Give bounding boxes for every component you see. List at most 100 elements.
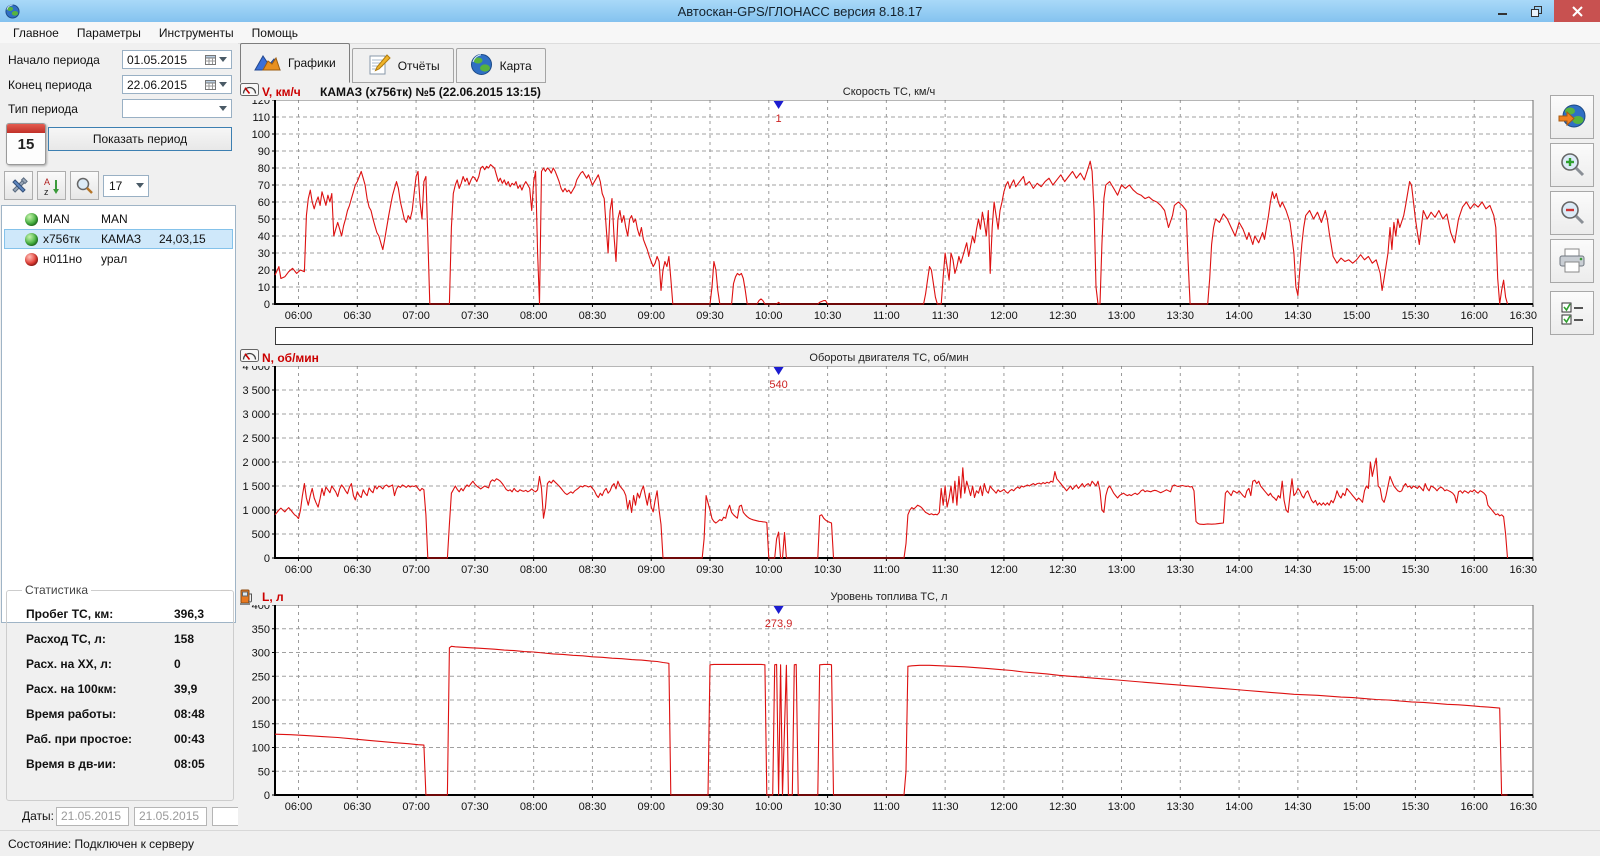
chevron-down-icon[interactable] <box>219 57 227 62</box>
svg-text:07:00: 07:00 <box>402 564 430 576</box>
svg-text:07:30: 07:30 <box>461 801 489 813</box>
svg-text:16:30: 16:30 <box>1509 801 1537 813</box>
svg-text:07:30: 07:30 <box>461 310 489 322</box>
chevron-down-icon[interactable] <box>136 183 144 188</box>
svg-text:110: 110 <box>252 112 270 124</box>
period-end-input[interactable]: 22.06.2015 <box>122 75 232 94</box>
svg-text:2 000: 2 000 <box>242 457 270 469</box>
svg-text:06:00: 06:00 <box>285 801 313 813</box>
date-extra-field[interactable] <box>212 807 238 826</box>
calendar-icon[interactable] <box>203 54 217 65</box>
period-start-label: Начало периода <box>8 53 100 67</box>
show-period-button[interactable]: Показать период <box>48 127 232 151</box>
go-to-map-button[interactable] <box>1550 95 1594 139</box>
marker-value-label: 273,9 <box>765 618 793 630</box>
tab-1[interactable]: Отчёты <box>352 48 454 83</box>
svg-text:13:00: 13:00 <box>1108 564 1136 576</box>
stat-row: Расход ТС, л:158 <box>16 626 224 651</box>
statistics-panel: Статистика Пробег ТС, км:396,3Расход ТС,… <box>6 583 234 801</box>
sort-az-button[interactable]: Az <box>37 171 66 200</box>
stat-row: Расх. на 100км:39,9 <box>16 676 224 701</box>
gauge-icon <box>240 83 259 99</box>
svg-text:08:30: 08:30 <box>579 310 607 322</box>
legend-icon <box>1558 299 1586 327</box>
svg-text:70: 70 <box>258 180 270 192</box>
statistics-rows: Пробег ТС, км:396,3Расход ТС, л:158Расх.… <box>16 601 224 776</box>
svg-text:15:30: 15:30 <box>1402 564 1430 576</box>
close-button[interactable] <box>1554 0 1600 22</box>
svg-text:11:00: 11:00 <box>873 310 900 322</box>
stat-label: Раб. при простое: <box>26 732 174 746</box>
zoom-out-icon <box>1558 199 1586 227</box>
svg-text:13:00: 13:00 <box>1108 310 1136 322</box>
svg-text:0: 0 <box>264 299 270 311</box>
svg-text:16:30: 16:30 <box>1509 564 1537 576</box>
zoom-in-button[interactable] <box>1550 143 1594 187</box>
count-select[interactable]: 17 <box>103 175 149 197</box>
svg-text:12:30: 12:30 <box>1049 310 1077 322</box>
search-icon <box>75 176 95 196</box>
svg-text:07:30: 07:30 <box>461 564 489 576</box>
stat-value: 08:48 <box>174 707 205 721</box>
svg-text:09:00: 09:00 <box>637 564 665 576</box>
date-from-field[interactable]: 21.05.2015 <box>56 807 129 826</box>
svg-text:13:30: 13:30 <box>1167 564 1195 576</box>
period-start-input[interactable]: 01.05.2015 <box>122 50 232 69</box>
stat-value: 0 <box>174 657 181 671</box>
calendar-big-icon[interactable]: 15 <box>6 123 46 165</box>
map-tab-icon <box>470 53 493 79</box>
engine-rpm-plot[interactable]: 05001 0001 5002 0002 5003 0003 5004 0000… <box>240 366 1538 576</box>
menu-item-1[interactable]: Параметры <box>68 24 150 42</box>
menu-item-3[interactable]: Помощь <box>243 24 307 42</box>
svg-text:14:00: 14:00 <box>1225 801 1253 813</box>
chart-legend-button[interactable] <box>1550 291 1594 335</box>
svg-text:13:30: 13:30 <box>1167 801 1195 813</box>
settings-tools-button[interactable] <box>4 171 33 200</box>
svg-text:06:30: 06:30 <box>344 310 372 322</box>
tab-0[interactable]: Графики <box>240 43 350 83</box>
title-bar: Автоскан-GPS/ГЛОНАСС версия 8.18.17 <box>0 0 1600 22</box>
period-type-select[interactable] <box>122 99 232 118</box>
vehicle-list: MANMANх756ткКАМАЗ24,03,15н011ноурал <box>1 205 236 623</box>
tab-label: Карта <box>500 59 532 73</box>
stat-value: 396,3 <box>174 607 204 621</box>
window-title: Автоскан-GPS/ГЛОНАСС версия 8.18.17 <box>0 4 1600 19</box>
restore-button[interactable] <box>1520 0 1554 22</box>
tab-2[interactable]: Карта <box>456 48 546 83</box>
search-button[interactable] <box>70 171 99 200</box>
fuel-level-plot[interactable]: 05010015020025030035040006:0006:3007:000… <box>240 605 1538 813</box>
svg-text:14:30: 14:30 <box>1284 564 1312 576</box>
calendar-icon[interactable] <box>203 79 217 90</box>
charts-area: V, км/чКАМАЗ (х756тк) №5 (22.06.2015 13:… <box>240 86 1538 816</box>
date-to-field[interactable]: 21.05.2015 <box>134 807 207 826</box>
print-button[interactable] <box>1550 239 1594 283</box>
stat-row: Время работы:08:48 <box>16 701 224 726</box>
period-end-value: 22.06.2015 <box>123 78 203 92</box>
zoom-out-button[interactable] <box>1550 191 1594 235</box>
minimize-button[interactable] <box>1486 0 1520 22</box>
svg-text:10:00: 10:00 <box>755 801 783 813</box>
svg-text:09:30: 09:30 <box>696 310 724 322</box>
menu-item-2[interactable]: Инструменты <box>150 24 243 42</box>
svg-text:1 500: 1 500 <box>242 481 270 493</box>
menu-item-0[interactable]: Главное <box>4 24 68 42</box>
time-range-strip[interactable] <box>275 327 1533 345</box>
stat-row: Время в дв-ии:08:05 <box>16 751 224 776</box>
chevron-down-icon[interactable] <box>219 82 227 87</box>
vehicle-row[interactable]: х756ткКАМАЗ24,03,15 <box>4 229 233 249</box>
vehicle-row[interactable]: н011ноурал <box>4 249 233 269</box>
svg-text:A: A <box>44 177 50 187</box>
map-go-icon <box>1557 102 1587 132</box>
tab-bar: ГрафикиОтчёты Карта <box>240 45 548 83</box>
fuel-level-chart-title: Уровень топлива ТС, л <box>240 591 1538 603</box>
svg-text:14:30: 14:30 <box>1284 310 1312 322</box>
vehicle-row[interactable]: MANMAN <box>4 209 233 229</box>
chevron-down-icon[interactable] <box>219 106 227 111</box>
speed-plot[interactable]: 010203040506070809010011012006:0006:3007… <box>240 100 1538 322</box>
vehicle-name: н011но <box>43 252 101 266</box>
svg-text:11:00: 11:00 <box>873 564 900 576</box>
menu-bar: ГлавноеПараметрыИнструментыПомощь <box>0 22 1600 44</box>
svg-text:0: 0 <box>264 553 270 565</box>
fuel-level-unit-label: L, л <box>262 590 284 604</box>
period-end-label: Конец периода <box>8 78 92 92</box>
